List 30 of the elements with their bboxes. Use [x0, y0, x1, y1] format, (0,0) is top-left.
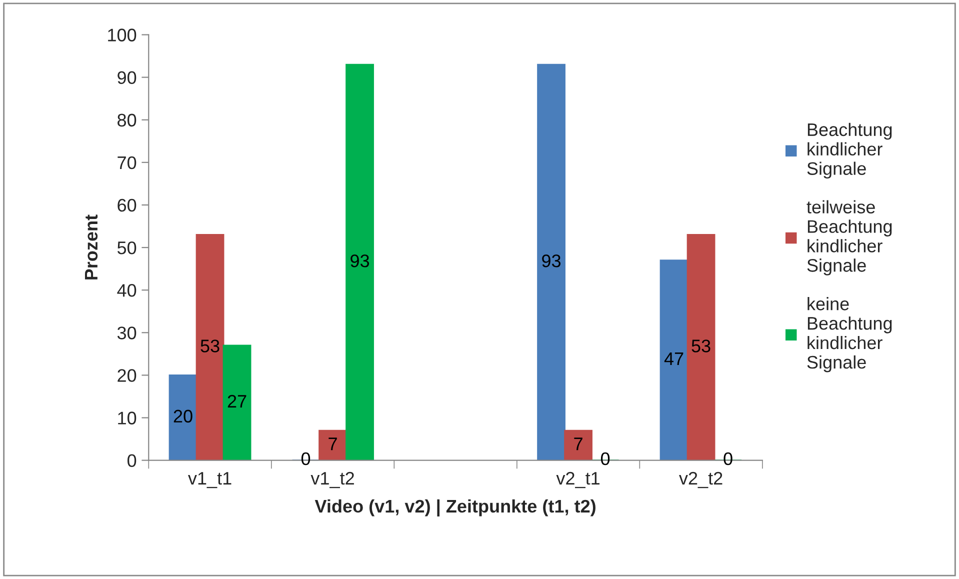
data-label: 53 [200, 340, 220, 352]
data-label: 20 [174, 410, 192, 423]
data-label: 93 [542, 254, 561, 268]
x-tick-label: v2_t2 [679, 472, 722, 488]
x-tick-label: v2_t1 [556, 472, 600, 488]
y-tick-label: 70 [118, 156, 136, 170]
legend-label: keine Beachtung kindlicher Signale [807, 297, 892, 372]
y-tick-label: 50 [117, 241, 136, 254]
legend-label: teilweise Beachtung kindlicher Signale [806, 200, 892, 276]
legend-label: Beachtung kindlicher Signale [807, 122, 892, 179]
x-tick-label: v1_t2 [310, 472, 354, 488]
data-label: 7 [328, 438, 337, 450]
data-label: 0 [301, 452, 310, 466]
y-tick-label: 0 [128, 454, 136, 468]
y-tick-label: 100 [108, 28, 136, 42]
y-tick-label: 30 [117, 326, 136, 340]
y-tick-label: 10 [118, 412, 136, 424]
data-label: 93 [350, 254, 370, 268]
y-tick-label: 40 [117, 284, 136, 297]
y-tick-label: 20 [118, 369, 136, 382]
y-tick-label: 80 [118, 114, 136, 127]
y-tick-label: 90 [118, 71, 136, 84]
y-tick-label: 60 [118, 198, 136, 212]
x-axis-title: Video (v1, v2) | Zeitpunkte (t1, t2) [314, 499, 596, 516]
x-tick-label: v1_t1 [188, 472, 232, 488]
data-label: 53 [692, 340, 710, 352]
y-axis-title: Prozent [84, 214, 98, 280]
data-label: 27 [228, 394, 246, 408]
data-label: 7 [574, 438, 582, 450]
data-label: 47 [664, 352, 684, 365]
